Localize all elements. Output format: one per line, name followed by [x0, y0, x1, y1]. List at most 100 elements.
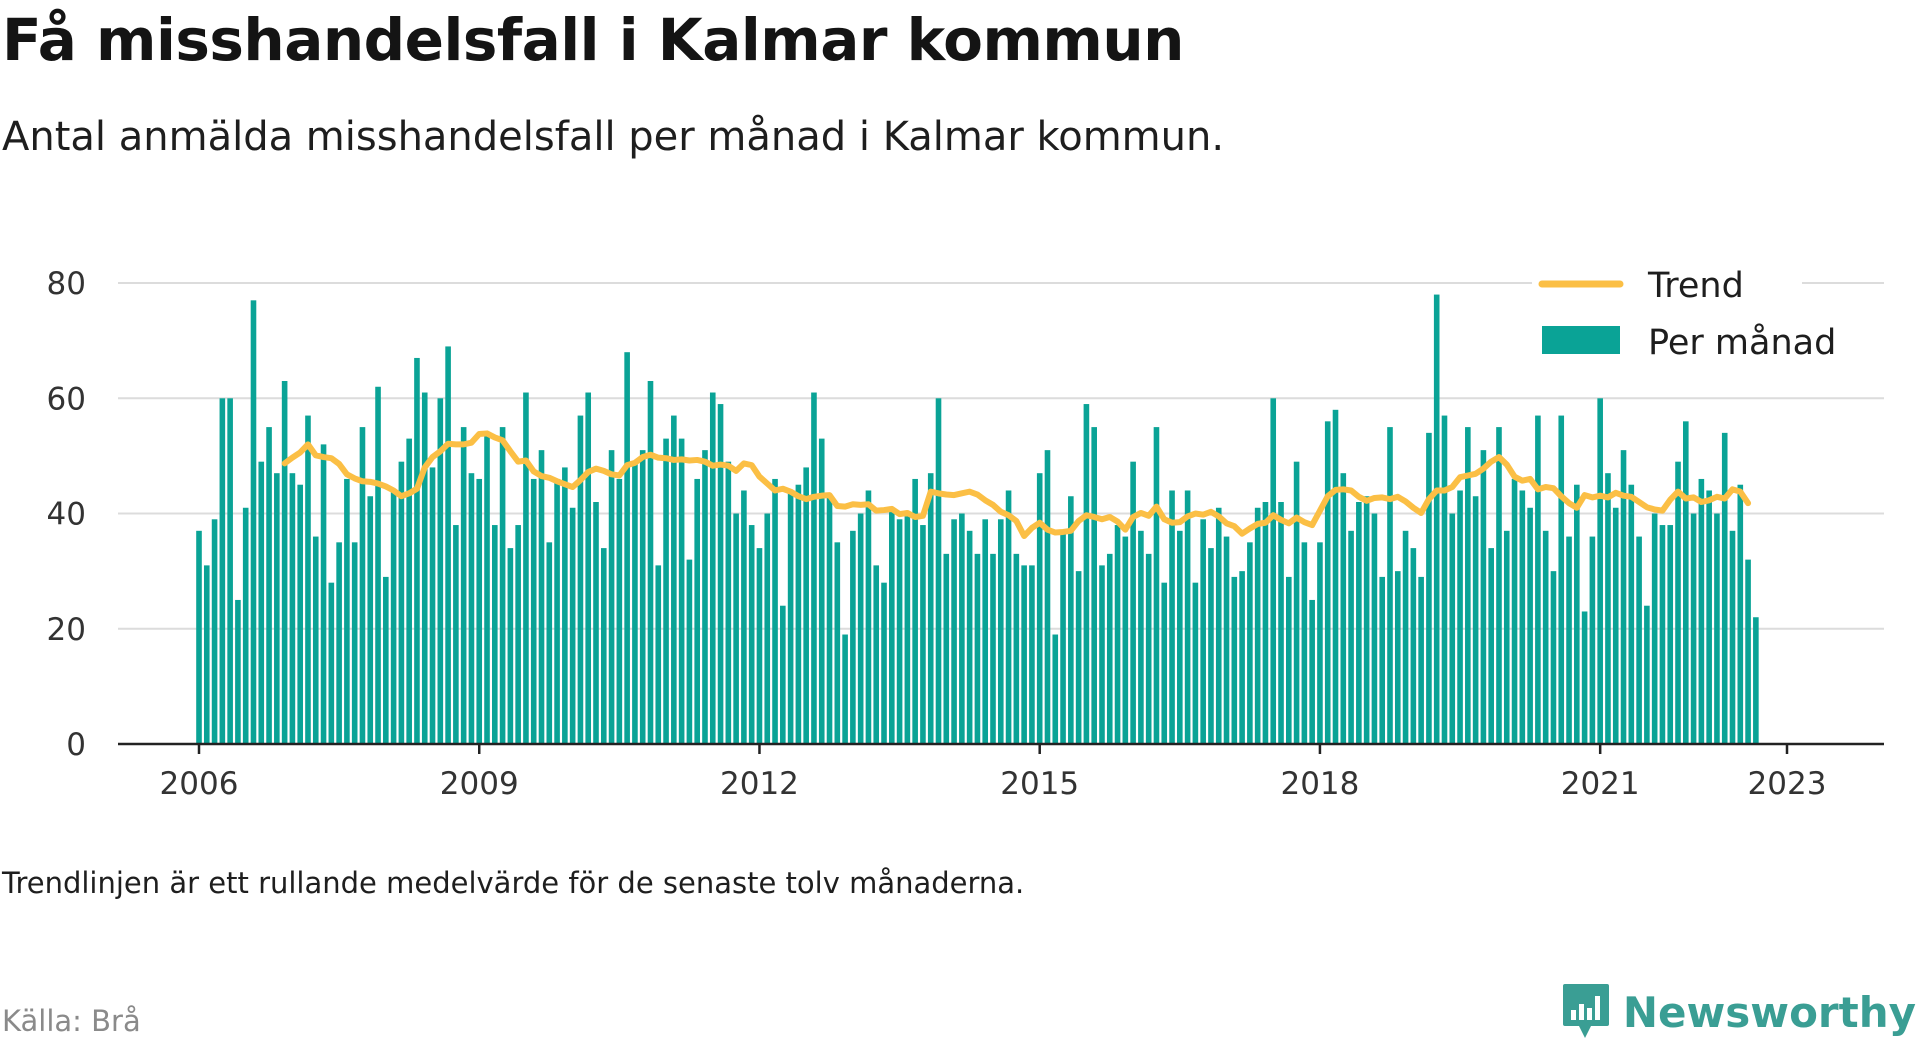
y-tick-label: 80 — [47, 266, 86, 302]
bar — [632, 461, 638, 744]
bar — [585, 392, 592, 744]
bar — [1418, 576, 1424, 744]
bar — [1145, 553, 1152, 744]
y-axis-ticks: 0 20 40 60 80 — [47, 266, 86, 763]
bar — [1503, 530, 1510, 744]
bar — [546, 542, 553, 744]
bar — [593, 502, 599, 744]
bar — [1091, 427, 1097, 744]
bar — [678, 438, 685, 744]
bar — [1262, 502, 1269, 744]
x-axis: 2006 2009 2012 2015 2018 2021 2023 — [118, 742, 1884, 802]
bar — [741, 490, 747, 744]
bar — [406, 438, 412, 744]
source-label: Källa: Brå — [2, 1004, 141, 1038]
trend-line — [281, 430, 1752, 539]
bar — [1558, 415, 1565, 744]
x-tick-label: 2023 — [1748, 766, 1827, 802]
bar — [1075, 571, 1082, 744]
bar — [702, 450, 708, 744]
x-tick-label: 2012 — [720, 766, 799, 802]
bar — [1301, 542, 1308, 744]
bar — [499, 427, 506, 744]
bar — [912, 478, 918, 744]
bar — [935, 398, 942, 744]
legend: Trend Per månad — [1532, 266, 1836, 364]
bar — [203, 565, 210, 744]
bar — [398, 461, 405, 744]
bar — [1597, 398, 1603, 744]
bar — [671, 415, 677, 744]
bar — [1208, 548, 1214, 744]
bar — [974, 553, 981, 744]
bar — [904, 513, 911, 744]
bar — [320, 444, 327, 744]
bar — [1651, 513, 1658, 744]
bar — [1527, 507, 1533, 744]
bar — [733, 513, 739, 744]
bar — [476, 478, 483, 744]
bar — [616, 478, 623, 744]
y-tick-label: 20 — [47, 612, 86, 648]
bar — [1324, 421, 1331, 744]
bar — [1465, 427, 1471, 744]
bar — [312, 536, 319, 744]
bar — [772, 478, 778, 744]
bar — [990, 553, 996, 744]
bar — [1371, 513, 1378, 744]
bar — [966, 530, 973, 744]
bar — [1706, 490, 1712, 744]
bar — [1535, 415, 1541, 744]
bar — [538, 450, 545, 744]
bar — [795, 484, 802, 744]
bar — [780, 605, 786, 744]
bar — [554, 478, 560, 744]
bar — [1589, 536, 1596, 744]
bar — [1005, 490, 1012, 744]
bar — [336, 542, 342, 744]
y-tick-label: 0 — [66, 727, 86, 763]
bar — [367, 496, 374, 744]
bar — [709, 392, 716, 744]
bar — [1667, 525, 1674, 744]
bar — [414, 357, 420, 744]
bar — [1309, 599, 1315, 744]
bar — [1714, 513, 1720, 744]
bar — [235, 599, 241, 744]
bar — [803, 467, 809, 744]
bar — [639, 450, 646, 744]
trend-line-group — [281, 430, 1752, 539]
bar — [344, 478, 350, 744]
bar — [1620, 450, 1627, 744]
bar — [1488, 548, 1494, 744]
bar — [523, 392, 529, 744]
bar — [959, 513, 965, 744]
bar — [1753, 617, 1759, 744]
bar — [328, 582, 335, 744]
bar — [507, 548, 514, 744]
bar — [1457, 490, 1463, 744]
bar — [1215, 507, 1222, 744]
bar — [1036, 473, 1043, 744]
bar — [390, 490, 397, 744]
bar — [811, 392, 817, 744]
bar — [927, 473, 934, 744]
bar — [1729, 530, 1736, 744]
bar — [577, 415, 584, 744]
bar — [1200, 519, 1206, 744]
bar — [258, 461, 265, 744]
bar — [281, 381, 288, 744]
bar — [375, 386, 381, 744]
bar — [274, 473, 280, 744]
bar — [842, 634, 848, 744]
bar — [748, 525, 755, 744]
bar — [305, 415, 311, 744]
bar — [1161, 582, 1168, 744]
x-tick-label: 2021 — [1561, 766, 1640, 802]
bar — [445, 346, 451, 744]
bar — [1683, 421, 1689, 744]
bar — [881, 582, 887, 744]
bar — [1363, 496, 1370, 744]
bar — [1169, 490, 1175, 744]
